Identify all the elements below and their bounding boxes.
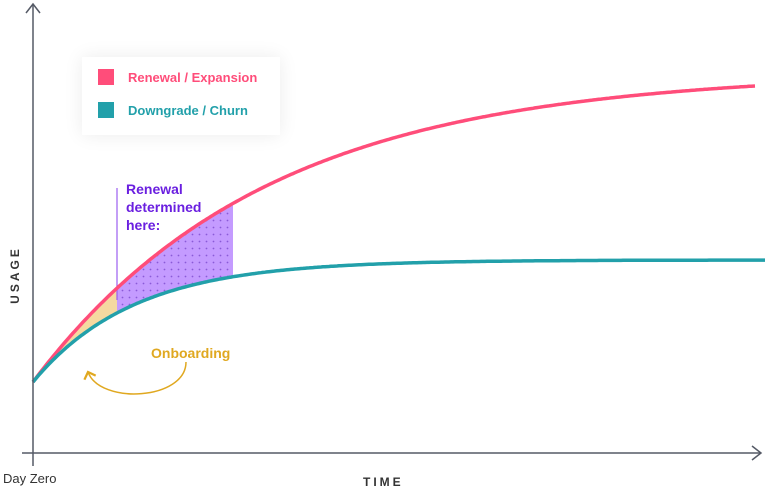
downgrade-churn-curve xyxy=(31,258,765,384)
renewal-annotation: Renewal determined here: xyxy=(126,180,201,234)
y-axis-label: USAGE xyxy=(7,246,22,304)
renewal-expansion-curve xyxy=(31,84,756,384)
legend-item-churn: Downgrade / Churn xyxy=(98,102,248,118)
legend-item-renewal: Renewal / Expansion xyxy=(98,69,257,85)
legend-swatch xyxy=(98,69,114,85)
legend-label: Renewal / Expansion xyxy=(128,69,258,85)
legend-label: Downgrade / Churn xyxy=(128,102,248,118)
x-origin-label: Day Zero xyxy=(3,471,57,486)
renewal-decision-area xyxy=(117,203,233,313)
annotation-line: determined xyxy=(126,199,202,215)
onboarding-label: Onboarding xyxy=(151,345,231,361)
legend-swatch xyxy=(98,102,114,118)
onboarding-arrow-icon xyxy=(83,361,187,395)
legend: Renewal / Expansion Downgrade / Churn xyxy=(82,57,280,135)
y-axis-arrow xyxy=(25,2,41,14)
x-axis-arrow xyxy=(751,445,763,461)
annotation-line: Renewal xyxy=(126,181,183,197)
x-axis-label: TIME xyxy=(363,475,404,489)
annotation-line: here: xyxy=(126,217,161,233)
